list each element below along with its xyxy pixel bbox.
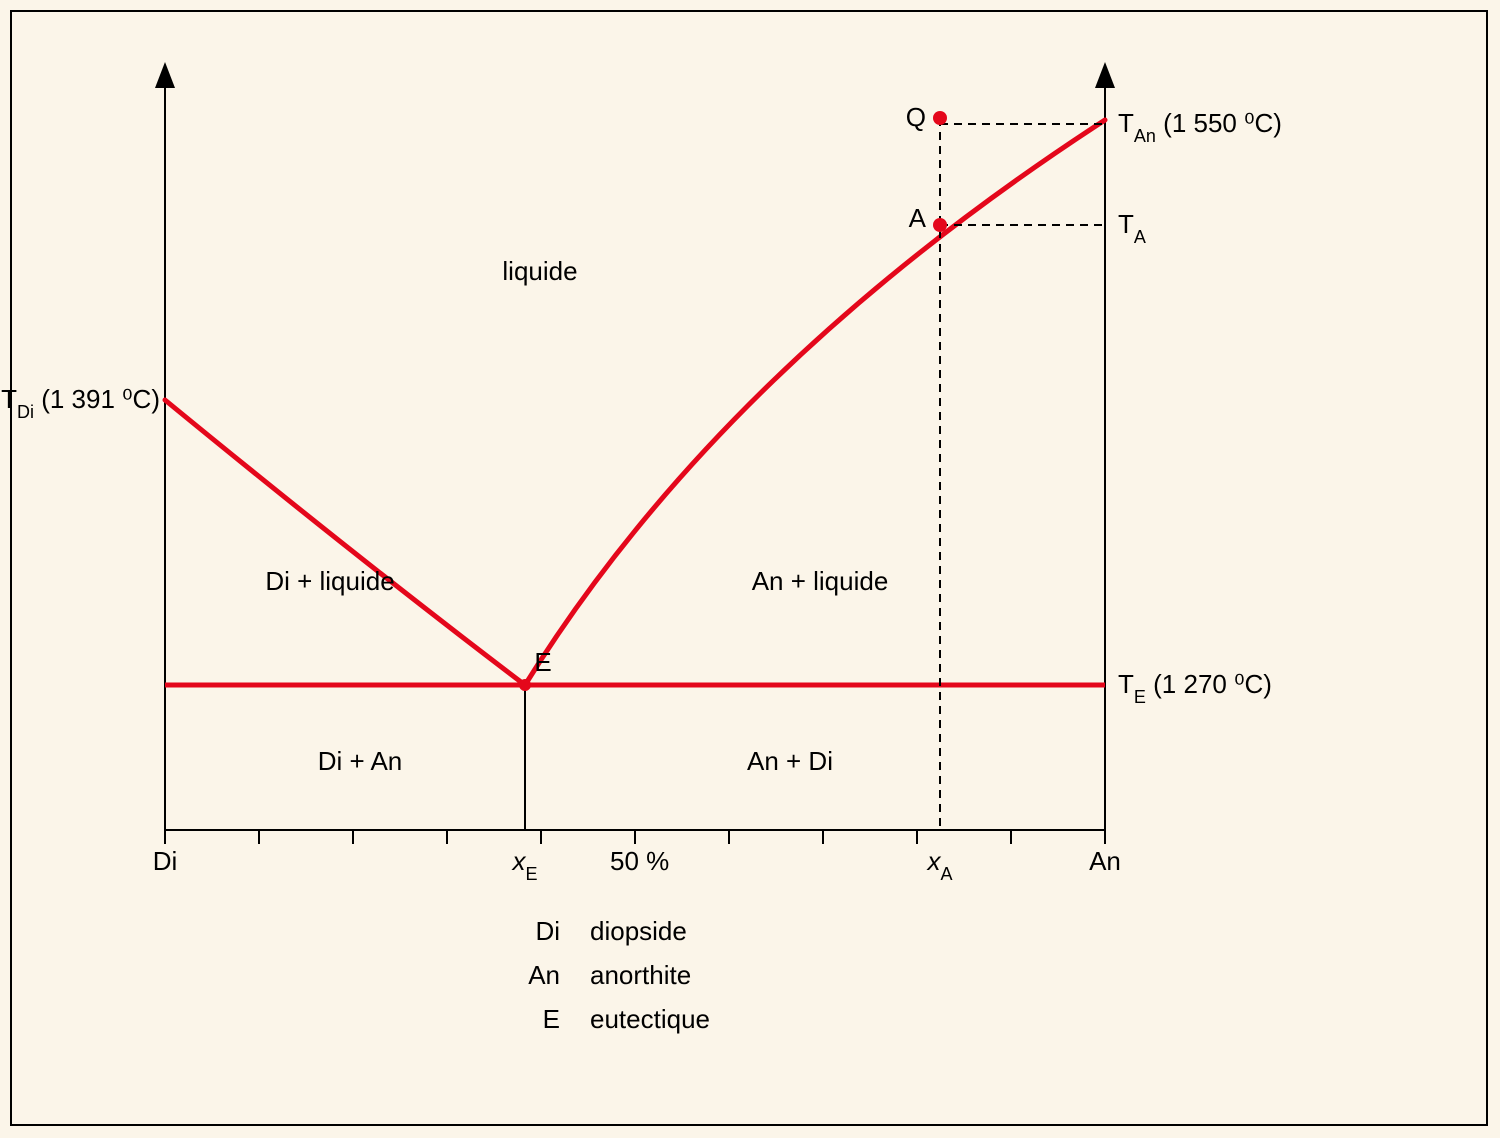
label-tdi: TDi (1 391 ⁰C) [1,384,160,422]
label-e: E [534,647,551,677]
label-te-t: T [1118,669,1134,699]
x-label-xa-sub: A [940,864,952,884]
label-ta: TA [1118,209,1146,247]
label-tan: TAn (1 550 ⁰C) [1118,108,1282,146]
region-an-di: An + Di [747,746,833,776]
legend: Di diopside An anorthite Eeutectique [528,916,710,1034]
legend-full: eutectique [590,1004,710,1034]
label-tdi-val: (1 391 ⁰C) [41,384,160,414]
phase-diagram: TDi (1 391 ⁰C) TAn (1 550 ⁰C) TA TE (1 2… [0,0,1500,1138]
region-di-liquide: Di + liquide [265,566,394,596]
label-tan-sub: An [1134,126,1156,146]
region-an-liquide: An + liquide [752,566,889,596]
x-label-xa: xA [925,846,952,884]
label-te-sub: E [1134,687,1146,707]
y-axis-left-arrow [155,62,175,88]
label-q: Q [906,102,926,132]
region-di-an: Di + An [318,746,403,776]
liquidus-left [165,400,525,685]
x-label-xa-x: x [925,846,941,876]
x-axis-ticks [165,830,1105,844]
x-label-an: An [1089,846,1121,876]
label-a: A [909,203,927,233]
x-label-xe-x: x [510,846,526,876]
x-label-di: Di [153,846,178,876]
label-ta-t: T [1118,209,1134,239]
x-label-xe: xE [510,846,537,884]
legend-abbr: An [528,960,560,990]
point-a [933,218,947,232]
legend-full: anorthite [590,960,691,990]
point-q [933,111,947,125]
legend-abbr: E [543,1004,560,1034]
x-label-50pct: 50 % [610,846,669,876]
x-label-xe-sub: E [525,864,537,884]
label-tan-t: T [1118,108,1134,138]
y-axis-right-arrow [1095,62,1115,88]
label-ta-sub: A [1134,227,1146,247]
region-liquide: liquide [502,256,577,286]
label-te-val: (1 270 ⁰C) [1153,669,1272,699]
legend-full: diopside [590,916,687,946]
label-tdi-sub: Di [17,402,34,422]
label-te: TE (1 270 ⁰C) [1118,669,1272,707]
label-tdi-t: T [1,384,17,414]
label-tan-val: (1 550 ⁰C) [1163,108,1282,138]
legend-abbr: Di [535,916,560,946]
point-e [519,679,531,691]
liquidus-right [525,120,1105,685]
